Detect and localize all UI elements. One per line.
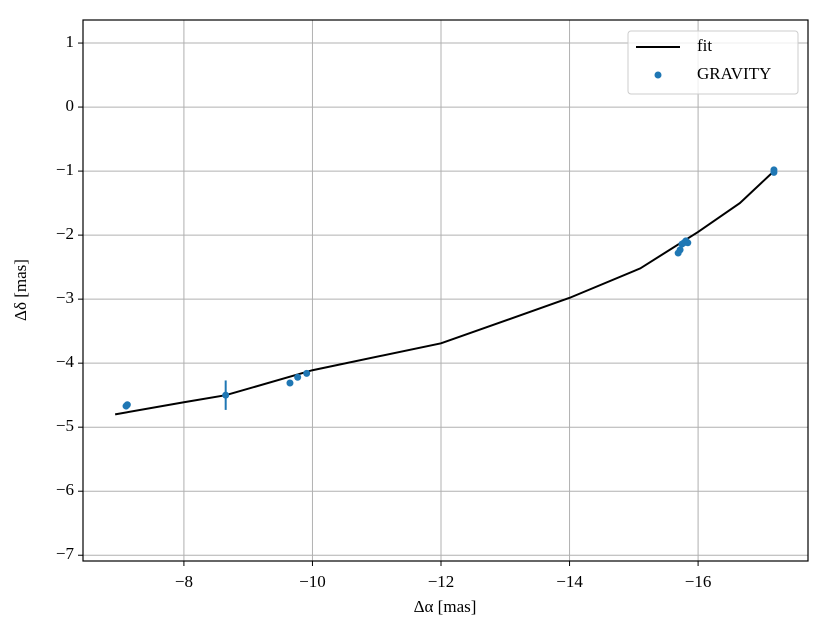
y-tick-label: −1: [56, 160, 74, 179]
data-point: [680, 239, 688, 247]
x-tick-label: −16: [685, 572, 712, 591]
legend-label: GRAVITY: [697, 64, 771, 83]
x-tick-label: −10: [299, 572, 326, 591]
y-tick-label: 1: [66, 32, 75, 51]
data-point: [674, 249, 682, 257]
y-axis-label: Δδ [mas]: [11, 259, 30, 321]
data-point: [286, 379, 294, 387]
y-tick-label: −2: [56, 224, 74, 243]
data-point: [222, 391, 230, 399]
legend-swatch: [654, 71, 662, 79]
legend-label: fit: [697, 36, 712, 55]
y-tick-label: −7: [56, 544, 75, 563]
fit-line: [114, 170, 775, 416]
y-tick-label: −5: [56, 416, 74, 435]
data-point: [122, 402, 130, 410]
plot-frame: [82, 19, 809, 562]
legend: fit GRAVITY: [627, 30, 799, 95]
data-point: [770, 168, 778, 176]
data-point: [294, 373, 302, 381]
y-tick-label: −6: [56, 480, 74, 499]
x-axis-label: Δα [mas]: [414, 597, 477, 616]
data-point: [303, 369, 311, 377]
x-tick-label: −12: [428, 572, 455, 591]
y-tick-label: 0: [66, 96, 75, 115]
y-tick-label: −3: [56, 288, 74, 307]
x-tick-label: −14: [556, 572, 583, 591]
x-tick-label: −8: [175, 572, 193, 591]
legend-box: [627, 30, 799, 95]
y-tick-label: −4: [56, 352, 75, 371]
